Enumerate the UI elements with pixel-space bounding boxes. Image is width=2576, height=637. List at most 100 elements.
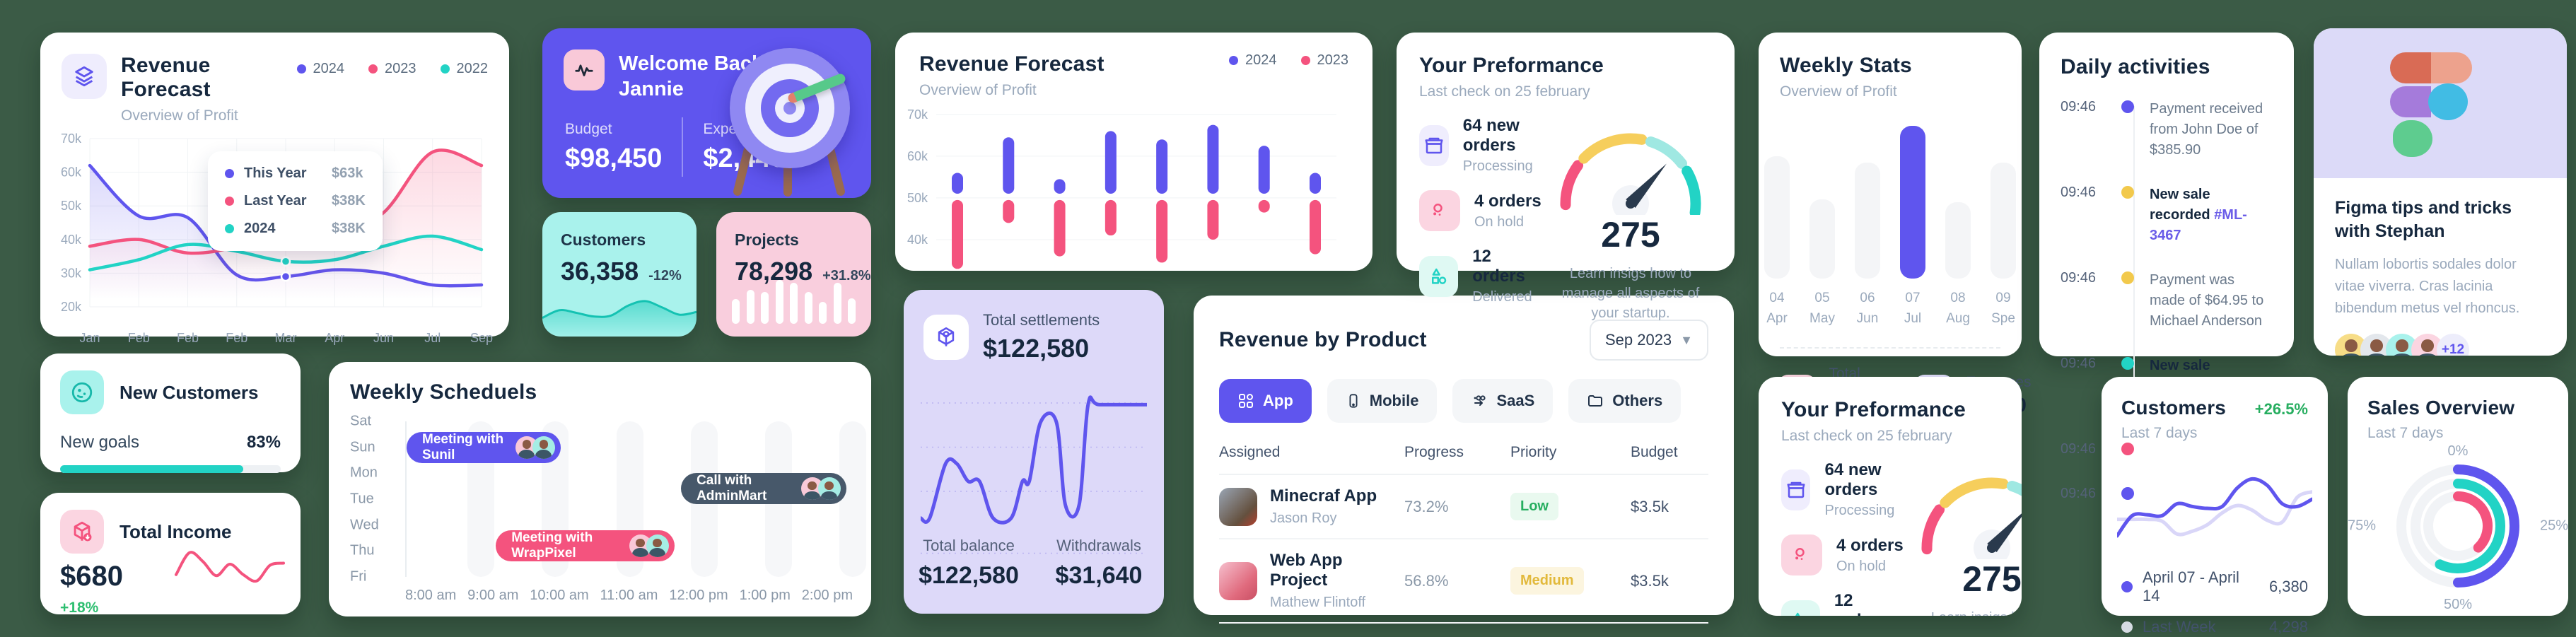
stat-bar-column [1763,156,1791,279]
priority-cell: Low [1510,493,1631,520]
day-label-Sat: Sat [350,413,372,429]
bar-label-month: Jul [1904,310,1922,326]
product-text: Modernize DashboardAnil Kumar [1262,635,1404,637]
priority-cell: Medium [1510,567,1631,595]
period-dropdown[interactable]: Sep 2023 ▼ [1589,320,1708,361]
card-title: Total Income [120,520,232,542]
stat-value: 12 orders [1834,591,1887,616]
tab-mobile[interactable]: Mobile [1327,379,1438,423]
goal-percent: 83% [246,433,281,452]
activity-item: 09:46 Payment was made of $64.95 to Micha… [2061,270,2273,332]
legend-item-2023[interactable]: 2023 [368,61,416,77]
tooltip-row: Last Year $38K [225,193,366,209]
svg-text:50k: 50k [61,199,82,213]
weekly-bar-labels: 04 Apr 05 May 06 Jun 07 Jul 08 Aug 09 Spe [1763,288,2017,329]
tab-app[interactable]: App [1219,379,1312,423]
event-label: Call with AdminMart [697,473,767,504]
chart-legend: April 07 - April 14 6,380 Last Week 4,298 [2102,568,2328,636]
activity-time: 09:46 [2061,441,2097,457]
activity-dot [2121,186,2134,199]
stat-bar-column [1944,202,1972,279]
customer-face-icon [60,370,104,414]
card-subtitle: Overview of Profit [1780,83,1897,100]
customers-trend-card: Customers +26.5% Last 7 days April 07 - … [2102,377,2328,636]
order-stats: 64 new orders Processing 4 orders On hold 12… [1781,460,1906,616]
tab-saas[interactable]: SaaS [1452,379,1554,423]
bar-label-day: 04 [1769,291,1785,305]
more-participants-badge[interactable]: +12 [2437,334,2469,356]
performance-body: 64 new orders Processing 4 orders On hold 12… [1419,116,1712,323]
activity-link[interactable]: #ML-3467 [2150,207,2247,243]
mini-bar [761,291,769,324]
time-label: 9:00 am [467,588,519,603]
customers-trend-delta: +26.5% [2254,400,2308,418]
schedule-event[interactable]: Meeting with Sunil [407,431,561,463]
legend-dot [1300,56,1310,65]
day-label-Fri: Fri [350,568,367,585]
table-row[interactable]: Modernize DashboardAnil Kumar25%Very Hig… [1219,624,1708,637]
svg-text:60k: 60k [61,165,82,180]
bar-label: 06 Jun [1853,288,1882,329]
day-label-Thu: Thu [350,542,375,559]
bar-label-month: Aug [1946,310,1970,326]
table-row[interactable]: Minecraf App Jason Roy 73.2% Low $3.5k [1219,475,1708,539]
card-title: Your Preformance [1419,54,1604,77]
settlements-footer: Total balance $122,580 Withdrawals $31,640 [904,537,1164,590]
bar-label: 04 Apr [1763,288,1791,329]
legend-item[interactable]: Last Week 4,298 [2121,618,2308,636]
legend-label: Last Week [2143,618,2216,636]
table-row[interactable]: Web App Project Mathew Flintoff 56.8% Mediu… [1219,539,1708,624]
legend-item-2022[interactable]: 2022 [440,61,488,77]
event-avatars [629,534,669,557]
schedule-event[interactable]: Meeting with WrapPixel [496,530,675,561]
legend-label: 2024 [313,61,345,76]
svg-text:20k: 20k [61,300,82,314]
tab-label: Others [1612,392,1663,409]
stat-value: $31,640 [1055,562,1143,589]
performance-body: 64 new orders Processing 4 orders On hold 12… [1781,460,2022,616]
day-label-Sun: Sun [350,439,375,455]
legend-value: 4,298 [2268,618,2308,636]
svg-text:Feb: Feb [226,331,247,345]
schedule-event[interactable]: Call with AdminMart [681,473,846,505]
legend-item-2023[interactable]: 2023 [1300,52,1348,69]
svg-text:50k: 50k [907,191,928,205]
tooltip-row: This Year $63k [225,165,366,182]
phone-icon [1346,392,1361,409]
daily-activities-card: Daily activities 09:46 Payment received f… [2039,33,2294,544]
assigned-cell: Minecraf App Jason Roy [1219,486,1404,527]
activity-time: 09:46 [2061,486,2097,501]
mini-bar [804,291,812,324]
time-label: 11:00 am [600,588,658,603]
weekly-bar-chart [1763,126,2017,279]
legend-item[interactable]: April 07 - April 14 6,380 [2121,568,2308,605]
card-subtitle: Overview of Profit [919,82,1037,98]
performance-card: Your Preformance Last check on 25 februar… [1397,33,1735,321]
column-header-assigned: Assigned [1219,444,1281,460]
legend-dot [440,64,450,74]
legend-dot [1229,56,1238,65]
product-owner: Mathew Flintoff [1269,595,1366,610]
projects-mini-card: Projects 78,298 +31.8% [716,212,871,337]
priority-badge: Medium [1510,567,1584,595]
column-header-priority: Priority [1510,444,1557,460]
event-label: Meeting with Sunil [422,431,504,462]
legend-dot [368,64,378,74]
settlements-label: Total settlements [983,311,1100,329]
legend-item-2024[interactable]: 2024 [296,61,345,77]
stat-bar-spe [1991,162,2016,279]
card-title: Your Preformance [1781,398,1966,421]
legend-item-2024[interactable]: 2024 [1229,52,1277,69]
revenue-forecast-line-card: Revenue Forecast Overview of Profit 2024… [40,33,509,345]
tab-others[interactable]: Others [1568,379,1682,423]
event-avatars [515,436,555,459]
legend-value: 6,380 [2268,578,2308,595]
income-value: $680 [60,561,123,592]
tooltip-value: $38K [332,193,366,209]
tooltip-dot [225,224,234,233]
gauge: 275 Learn insigs how to manage all aspect… [1911,460,2022,616]
saas-icon [1471,392,1488,409]
performance-content: Your Preformance Last check on 25 februar… [1759,377,2022,616]
activity-dot [2121,357,2134,370]
table-body: Minecraf App Jason Roy 73.2% Low $3.5k Web Ap… [1219,475,1708,637]
